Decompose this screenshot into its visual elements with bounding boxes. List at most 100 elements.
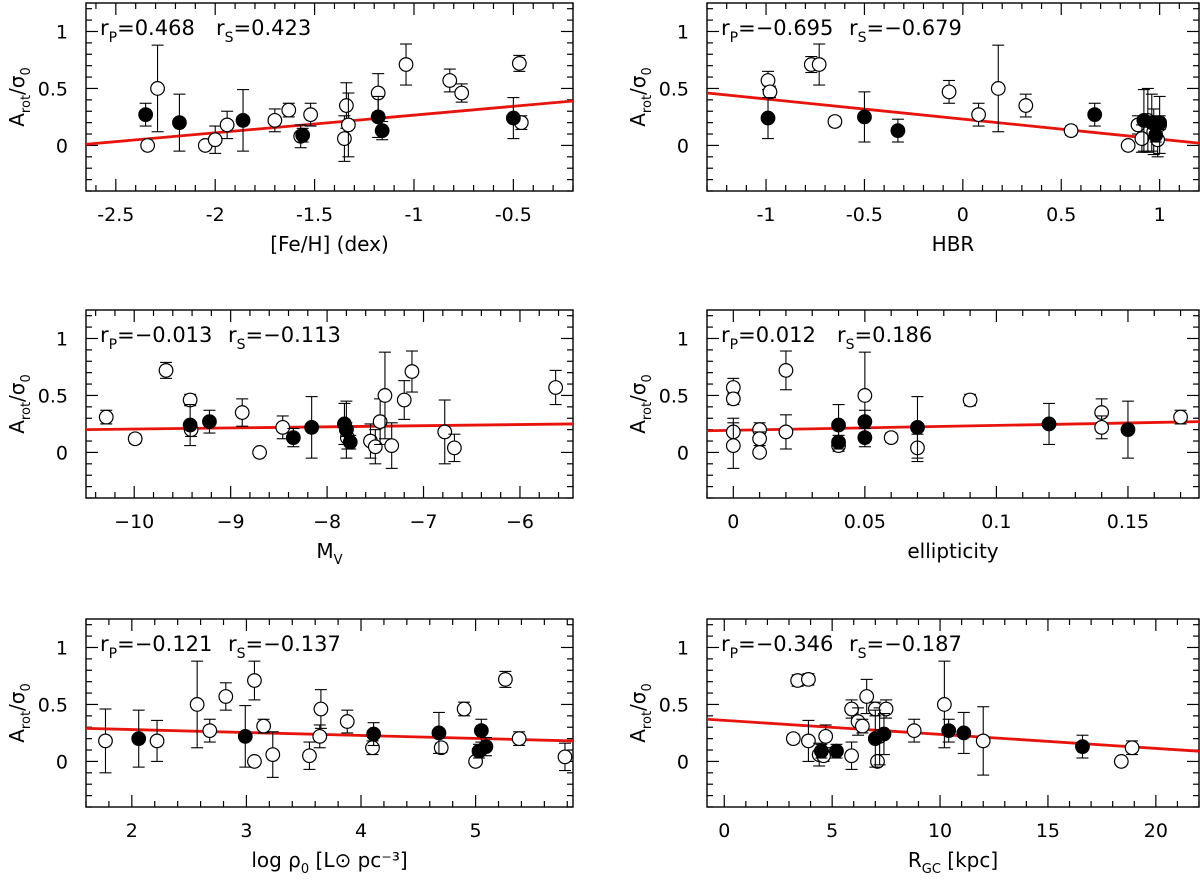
filled-data-point: [1087, 107, 1103, 123]
open-data-point: [971, 107, 986, 123]
spearman-label: rS=−0.679: [849, 16, 962, 46]
fit-line: [86, 726, 573, 743]
open-data-point: [827, 114, 843, 129]
x-axis-label: log ρ0 [L⊙ pc⁻³]: [251, 848, 407, 875]
plot-frame: [85, 618, 574, 808]
open-data-point: [1113, 754, 1129, 769]
open-data-point: [337, 131, 352, 146]
filled-data-point: [172, 115, 187, 131]
filled-data-point: [1120, 422, 1136, 438]
y-tick-label: 0.5: [659, 78, 689, 100]
open-data-point: [962, 392, 978, 408]
open-data-point: [870, 754, 885, 769]
filled-data-point: [235, 112, 251, 128]
open-data-point: [1134, 131, 1150, 146]
x-axis-label: RGC [kpc]: [908, 848, 998, 875]
open-data-point: [275, 419, 291, 435]
panel-3: 0 0.5 1 −10 −9 −8 −7 −6 MV Arot/σ0 rP=−0.013 rS=−0.…: [5, 309, 574, 568]
filled-data-point: [760, 110, 776, 126]
filled-data-point: [505, 110, 521, 126]
open-data-point: [256, 718, 272, 734]
open-data-point: [859, 689, 875, 704]
open-data-point: [990, 81, 1006, 96]
x-tick-label: -2: [206, 204, 225, 226]
x-tick-label: 4: [355, 820, 367, 842]
open-data-point: [725, 438, 741, 453]
filled-data-point: [478, 739, 494, 755]
filled-data-point: [366, 726, 382, 742]
filled-data-point: [295, 127, 311, 143]
open-data-point: [557, 749, 573, 765]
fit-line: [86, 422, 573, 432]
open-data-point: [941, 84, 957, 100]
filled-data-point: [374, 123, 390, 139]
panel-1: 0 0.5 1 -2.5 -2 -1.5 -1 -0.5 [Fe/H] (dex) Arot/σ0…: [5, 2, 574, 256]
open-data-point: [785, 731, 801, 747]
y-tick-label: 0: [56, 751, 68, 773]
filled-data-point: [1041, 416, 1057, 432]
plot-frame: [706, 2, 1200, 192]
plot-frame: [706, 309, 1200, 499]
x-tick-label: 3: [240, 820, 252, 842]
y-tick-label: 0.5: [38, 385, 68, 407]
open-data-point: [446, 440, 462, 456]
y-tick-label: 0.5: [38, 78, 68, 100]
open-data-point: [548, 380, 564, 395]
open-data-point: [365, 740, 380, 756]
filled-data-point: [1148, 127, 1164, 143]
pearson-label: rP=−0.346: [721, 632, 833, 662]
open-data-point: [252, 445, 267, 460]
open-data-point: [442, 73, 458, 88]
x-tick-label: 20: [1144, 820, 1168, 842]
open-data-point: [844, 748, 859, 764]
pearson-label: rP=−0.695: [721, 16, 833, 46]
open-data-point: [511, 55, 527, 71]
open-data-point: [433, 740, 449, 756]
y-axis-label: Arot/σ0: [626, 374, 655, 434]
filled-data-point: [910, 419, 925, 435]
pearson-label: rP=0.012: [721, 323, 816, 353]
filled-data-point: [857, 109, 872, 125]
open-data-point: [497, 671, 513, 687]
open-data-point: [338, 98, 354, 113]
data-layer: [86, 660, 573, 778]
y-tick-label: 0.5: [659, 385, 689, 407]
open-data-point: [878, 701, 894, 717]
y-axis-label: Arot/σ0: [5, 374, 34, 434]
y-tick-label: 0: [677, 135, 689, 157]
open-data-point: [752, 431, 768, 447]
x-axis-label: ellipticity: [907, 539, 998, 563]
x-tick-label: 5: [470, 820, 482, 842]
open-data-point: [1063, 123, 1079, 139]
x-tick-label: 0: [718, 820, 730, 842]
x-axis-label: HBR: [932, 232, 975, 256]
x-axis-label: MV: [316, 539, 342, 568]
open-data-point: [396, 392, 412, 408]
filled-data-point: [831, 434, 846, 450]
filled-data-point: [131, 731, 147, 747]
open-data-point: [281, 102, 297, 118]
data-layer: [86, 43, 573, 162]
open-data-point: [267, 112, 283, 128]
filled-data-point: [1075, 739, 1090, 755]
y-tick-label: 0: [56, 135, 68, 157]
open-data-point: [312, 728, 328, 744]
pearson-label: rP=0.468: [100, 16, 195, 46]
filled-data-point: [182, 417, 198, 433]
open-data-point: [752, 445, 768, 460]
open-data-point: [936, 697, 952, 712]
filled-data-point: [956, 725, 972, 741]
open-data-point: [725, 391, 741, 407]
open-data-point: [377, 388, 393, 403]
x-tick-label: 0.1: [981, 511, 1011, 533]
x-tick-label: -1: [405, 204, 424, 226]
plot-frame: [706, 618, 1200, 808]
filled-data-point: [831, 417, 846, 433]
x-tick-label: 10: [928, 820, 952, 842]
spearman-label: rS=−0.113: [228, 323, 341, 353]
filled-data-point: [890, 123, 906, 139]
open-data-point: [854, 718, 870, 734]
x-tick-label: 15: [1036, 820, 1060, 842]
